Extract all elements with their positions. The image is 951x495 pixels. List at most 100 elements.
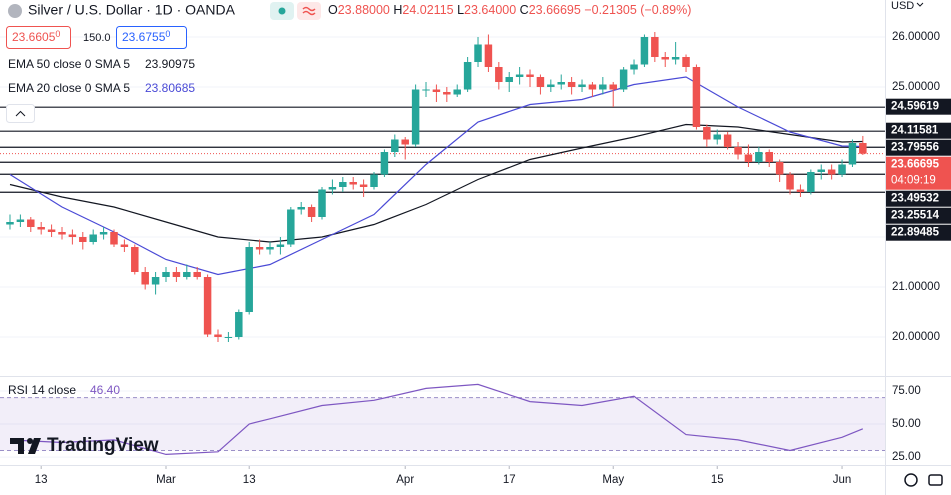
candle-body (443, 92, 451, 95)
legend-value: 23.90975 (145, 57, 195, 71)
snapshot-button[interactable] (928, 474, 943, 486)
ohlc-header: O23.88000 H24.02115 L23.64000 C23.66695 … (328, 3, 691, 17)
candle-body (6, 222, 14, 225)
symbol-icon (8, 4, 22, 18)
candle-body (630, 64, 638, 70)
candle-body (224, 337, 233, 338)
candle-body (339, 182, 347, 187)
candle-body (297, 207, 305, 210)
last-price-label: 23.66695 (891, 159, 940, 171)
candle-body (515, 74, 524, 77)
candle-body (817, 169, 825, 172)
delay-button[interactable] (297, 2, 321, 20)
candle-body (47, 229, 56, 232)
candle-body (692, 67, 701, 127)
candle-body (796, 189, 805, 192)
candle-body (775, 162, 784, 175)
candle-body (453, 89, 461, 95)
level-label: 24.11581 (891, 125, 939, 137)
collapse-button[interactable] (6, 104, 35, 123)
sell-button[interactable] (6, 26, 71, 49)
candle-body (27, 219, 35, 227)
countdown-label: 04:09:19 (891, 175, 936, 187)
ema-line (9, 123, 863, 243)
ohlc-value: 23.66695 (529, 3, 581, 17)
candle-body (58, 232, 66, 235)
lines-layer (0, 76, 885, 456)
currency-label[interactable]: USD (891, 0, 914, 12)
buy-button[interactable] (116, 26, 187, 49)
level-label-box (886, 98, 951, 115)
ohlc-value: 23.88000 (338, 3, 390, 17)
candle-body (474, 44, 482, 62)
y-tick-label: 75.00 (892, 385, 921, 397)
candle-body (214, 334, 222, 337)
x-tick-label: May (602, 474, 624, 486)
candle-body (547, 84, 555, 87)
candle-body (609, 84, 617, 90)
candle-body (141, 272, 149, 285)
currency-caret (916, 2, 924, 7)
candle-body (99, 232, 108, 235)
level-label-box (886, 224, 951, 241)
x-tick-label: 15 (711, 474, 724, 486)
candle-body (505, 77, 513, 82)
rsi-line (9, 383, 864, 456)
candle-body (370, 174, 378, 187)
rsi-band (0, 397, 885, 451)
x-tick-label: Jun (833, 474, 852, 486)
sell-price: 23.66050 (12, 29, 60, 44)
candle-body (245, 247, 253, 312)
candle-body (391, 139, 399, 152)
candle-body (120, 244, 129, 247)
candles-layer (6, 32, 867, 342)
market-dot (278, 7, 286, 15)
candle-body (640, 37, 649, 65)
x-tick-label: 13 (243, 474, 256, 486)
settings-button[interactable] (904, 473, 918, 487)
candle-body (744, 154, 753, 162)
candle-body (411, 89, 420, 145)
candle-body (578, 84, 586, 87)
candle-body (318, 189, 326, 217)
candle-body (328, 187, 337, 190)
candle-body (599, 84, 607, 90)
brand-name: TradingView (47, 435, 159, 456)
candle-body (723, 134, 732, 147)
level-label: 22.89485 (891, 227, 940, 239)
level-label: 23.25514 (891, 210, 940, 222)
candle-body (183, 272, 191, 277)
last-price-box (886, 156, 951, 190)
candle-body (755, 152, 763, 162)
sell-price-sub: 0 (55, 29, 60, 39)
brand-logo-dot (27, 438, 33, 444)
sell-price-main: 23.6605 (12, 30, 56, 44)
level-label-box (886, 190, 951, 207)
x-tick-label: Mar (156, 474, 176, 486)
candle-body (484, 44, 493, 67)
buy-price-sub: 0 (165, 29, 170, 39)
y-tick-label: 20.00000 (892, 331, 940, 343)
buy-price-main: 23.6755 (122, 30, 166, 44)
candle-body (588, 84, 597, 90)
candle-body (838, 164, 846, 175)
candle-body (307, 207, 316, 217)
buy-price: 23.67550 (122, 29, 170, 44)
ema-line (9, 76, 863, 276)
x-tick-label: 17 (503, 474, 516, 486)
price-change: −0.21305 (−0.89%) (584, 3, 691, 17)
collapse-icon (15, 110, 26, 117)
rsi-legend-entry: RSI 14 close (8, 383, 76, 397)
ohlc-value: 24.02115 (402, 3, 453, 17)
candle-body (89, 234, 97, 242)
candle-body (172, 272, 181, 277)
ohlc-value: 23.64000 (464, 3, 516, 17)
candle-body (151, 277, 160, 285)
candle-body (703, 127, 711, 140)
candle-body (671, 57, 680, 60)
candle-body (713, 134, 721, 140)
y-tick-label: 26.00000 (892, 31, 940, 43)
candle-body (526, 74, 534, 77)
level-label-box (886, 207, 951, 224)
candle-body (349, 182, 357, 185)
